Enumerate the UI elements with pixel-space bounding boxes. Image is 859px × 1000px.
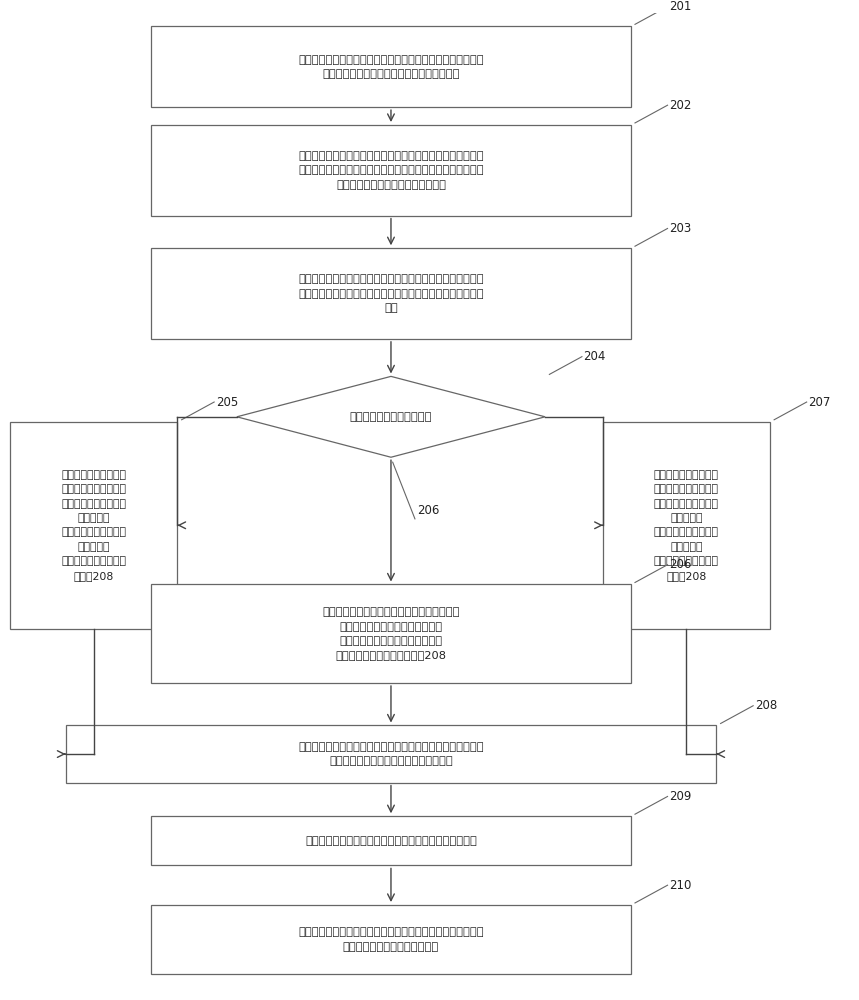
FancyBboxPatch shape: [603, 422, 770, 629]
Text: 设置与所述超高压变压器绕组相同的匝绝缘、垫块、撑条: 设置与所述超高压变压器绕组相同的匝绝缘、垫块、撑条: [305, 836, 477, 846]
Text: 205: 205: [216, 396, 238, 409]
Text: 根据预设的轴向抗短路
能力需求设置高压线圈
形式为内屏连续式、设
置中压线圈
形式为普通连续式、设
置低压线圈
形式为单螺旋式，跳转
至步骤208: 根据预设的轴向抗短路 能力需求设置高压线圈 形式为内屏连续式、设 置中压线圈 形…: [61, 470, 126, 581]
Text: 204: 204: [583, 350, 606, 363]
FancyBboxPatch shape: [151, 905, 631, 974]
Text: 206: 206: [417, 504, 439, 517]
FancyBboxPatch shape: [151, 584, 631, 683]
Text: 确定与所述超高压变压器导线材料相同、生产制造工艺相同的
导线，设置与所述超高压变压器导线线规形式相同的导线线规
形式: 确定与所述超高压变压器导线材料相同、生产制造工艺相同的 导线，设置与所述超高压变…: [298, 274, 484, 313]
Text: 根据预设的幅向抗短路能力需求设置高压线圈
形式为普通连续式、设置中压线圈
形式为普通连续式、设置低压线圈
形式为单螺旋式，跳转至步骤208: 根据预设的幅向抗短路能力需求设置高压线圈 形式为普通连续式、设置中压线圈 形式为…: [322, 607, 460, 660]
FancyBboxPatch shape: [151, 26, 631, 107]
FancyBboxPatch shape: [10, 422, 177, 629]
Text: 209: 209: [669, 790, 691, 803]
Text: 根据预设的完全抗短路
能力需求设置高压线圈
形式为纠结连续式、设
置中压线圈
形式为普通连续式、设
置低压线圈
形式为单螺旋式，跳转
至步骤208: 根据预设的完全抗短路 能力需求设置高压线圈 形式为纠结连续式、设 置中压线圈 形…: [654, 470, 719, 581]
Text: 判断预设的抗短路能力需求: 判断预设的抗短路能力需求: [350, 412, 432, 422]
Text: 通过常用组合导线绕制成高压绕组，通过纸包铜扁线绕制成中
压绕组，通过纸包铜扁线绕制成低压绕组: 通过常用组合导线绕制成高压绕组，通过纸包铜扁线绕制成中 压绕组，通过纸包铜扁线绕…: [298, 742, 484, 766]
Text: 210: 210: [669, 879, 691, 892]
Text: 201: 201: [669, 0, 691, 13]
Text: 确定需要设计等效模型的超高压变压器，建立与所述超高压变
压器体积尺寸缩小、线圈形式相同的绕组模型: 确定需要设计等效模型的超高压变压器，建立与所述超高压变 压器体积尺寸缩小、线圈形…: [298, 55, 484, 79]
Text: 203: 203: [669, 222, 691, 235]
Text: 208: 208: [755, 699, 777, 712]
Text: 建立三柱式铁心，将所述绕组模型中的高压绕组、中压绕组、
低压绕组同心套装与所述铁心上，且从所述铁心起由内向外依
次为低压绕组、中压绕组、高压绕组: 建立三柱式铁心，将所述绕组模型中的高压绕组、中压绕组、 低压绕组同心套装与所述铁…: [298, 151, 484, 190]
FancyBboxPatch shape: [151, 125, 631, 216]
Text: 207: 207: [808, 396, 831, 409]
Text: 206: 206: [669, 558, 691, 571]
FancyBboxPatch shape: [151, 248, 631, 339]
Text: 202: 202: [669, 99, 691, 112]
Polygon shape: [237, 376, 545, 457]
FancyBboxPatch shape: [65, 725, 716, 783]
FancyBboxPatch shape: [151, 816, 631, 865]
Text: 确定与所述超高压变压器绕组相同的绕组的绕制、撑紧程度、
干燥、套装并调整所述绕组模型: 确定与所述超高压变压器绕组相同的绕组的绕制、撑紧程度、 干燥、套装并调整所述绕组…: [298, 927, 484, 952]
